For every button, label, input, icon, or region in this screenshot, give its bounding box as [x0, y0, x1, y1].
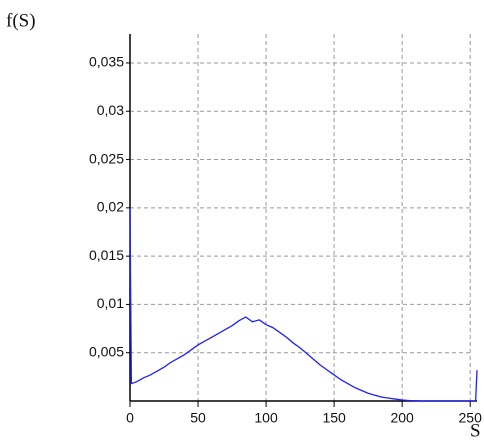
y-tick-label: 0,03	[97, 102, 124, 118]
x-tick-label: 0	[126, 410, 134, 426]
y-tick-label: 0,02	[97, 199, 124, 215]
y-tick-label: 0,015	[89, 247, 124, 263]
y-tick-label: 0,025	[89, 150, 124, 166]
data-line	[129, 207, 478, 402]
x-axis-label: S	[470, 420, 481, 441]
y-tick-label: 0,035	[89, 54, 124, 70]
x-tick-label: 250	[459, 410, 483, 426]
x-tick-label: 100	[254, 410, 278, 426]
x-tick-label: 200	[390, 410, 414, 426]
y-tick-label: 0,005	[89, 343, 124, 359]
y-axis-label: f(S)	[6, 10, 36, 31]
x-tick-label: 50	[190, 410, 206, 426]
y-tick-label: 0,01	[97, 295, 124, 311]
x-tick-label: 150	[322, 410, 346, 426]
